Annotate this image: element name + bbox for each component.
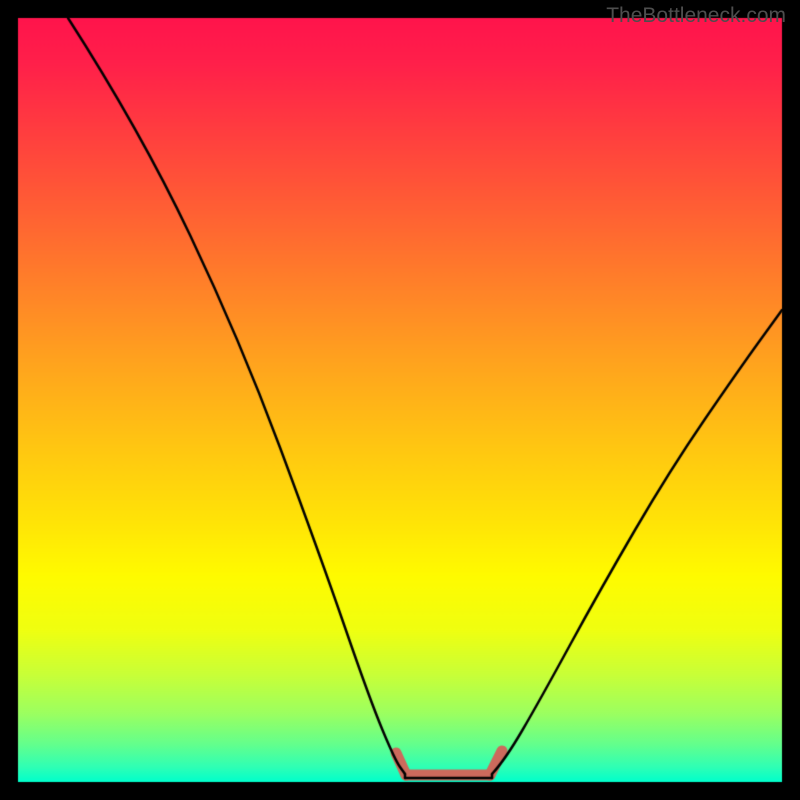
bottleneck-curve xyxy=(0,0,800,800)
chart-container: TheBottleneck.com xyxy=(0,0,800,800)
watermark-text: TheBottleneck.com xyxy=(606,4,786,28)
